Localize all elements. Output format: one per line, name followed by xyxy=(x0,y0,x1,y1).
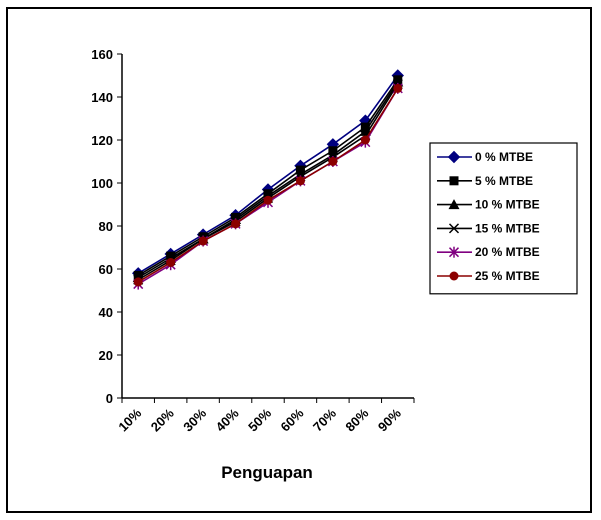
y-tick-label: 160 xyxy=(91,47,113,62)
y-tick-label: 140 xyxy=(91,90,113,105)
x-tick-label: 50% xyxy=(245,405,274,434)
legend-label: 20 % MTBE xyxy=(475,245,540,259)
legend: 0 % MTBE 5 % MTBE 10 % MTBE 15 % MTBE 20 % M… xyxy=(429,142,578,295)
data-point xyxy=(393,83,403,93)
data-point xyxy=(327,149,339,160)
data-point xyxy=(295,176,305,186)
y-tick-label: 100 xyxy=(91,176,113,191)
data-point xyxy=(166,258,176,268)
x-tick-label: 40% xyxy=(213,405,242,434)
data-point xyxy=(198,236,208,246)
legend-marker xyxy=(448,246,460,258)
legend-marker xyxy=(449,176,459,186)
x-tick-label: 60% xyxy=(278,405,307,434)
x-tick-label: 80% xyxy=(342,405,371,434)
y-tick-label: 80 xyxy=(99,219,113,234)
series-1 xyxy=(133,75,403,280)
legend-item: 20 % MTBE xyxy=(437,245,540,259)
data-point xyxy=(231,219,241,229)
y-tick-label: 60 xyxy=(99,262,113,277)
legend-marker xyxy=(447,150,461,164)
y-tick-label: 0 xyxy=(106,391,113,406)
x-tick-label: 20% xyxy=(148,405,177,434)
data-point xyxy=(328,157,338,166)
data-point xyxy=(133,277,143,287)
y-axis-title-clip: Temperatur (der. C) xyxy=(53,169,72,325)
data-point xyxy=(263,195,273,205)
legend-label: 0 % MTBE xyxy=(475,150,533,164)
series-0 xyxy=(132,69,404,280)
y-axis-title: Temperatur (der. C) xyxy=(53,169,72,325)
y-tick-label: 20 xyxy=(99,348,113,363)
plot-area: 0 20 40 60 80 100 120 140 160 10% 20% 30% 40% 50% 60% 7… xyxy=(91,47,415,435)
x-tick-label: 70% xyxy=(310,405,339,434)
x-tick-label: 10% xyxy=(115,405,144,434)
legend-item: 5 % MTBE xyxy=(437,174,533,188)
legend-label: 25 % MTBE xyxy=(475,269,540,283)
legend-marker xyxy=(448,199,460,210)
legend-box xyxy=(429,142,578,295)
x-axis-title: Penguapan xyxy=(221,463,313,482)
legend-label: 10 % MTBE xyxy=(475,198,540,212)
x-tick-label: 90% xyxy=(375,405,404,434)
data-point xyxy=(360,135,370,145)
legend-item: 25 % MTBE xyxy=(437,269,540,283)
legend-marker xyxy=(448,223,460,234)
series-5 xyxy=(133,83,403,287)
series-line xyxy=(137,75,399,274)
legend-item: 15 % MTBE xyxy=(437,221,540,235)
legend-marker xyxy=(449,271,459,281)
data-point xyxy=(294,168,306,179)
x-tick-label: 30% xyxy=(180,405,209,434)
y-tick-label: 120 xyxy=(91,133,113,148)
legend-item: 10 % MTBE xyxy=(437,198,540,212)
series-line xyxy=(137,79,399,277)
legend-label: 5 % MTBE xyxy=(475,174,533,188)
data-point xyxy=(392,76,404,87)
legend-label: 15 % MTBE xyxy=(475,221,540,235)
series-line xyxy=(137,81,399,279)
legend-item: 0 % MTBE xyxy=(437,150,533,164)
y-tick-label: 40 xyxy=(99,305,113,320)
